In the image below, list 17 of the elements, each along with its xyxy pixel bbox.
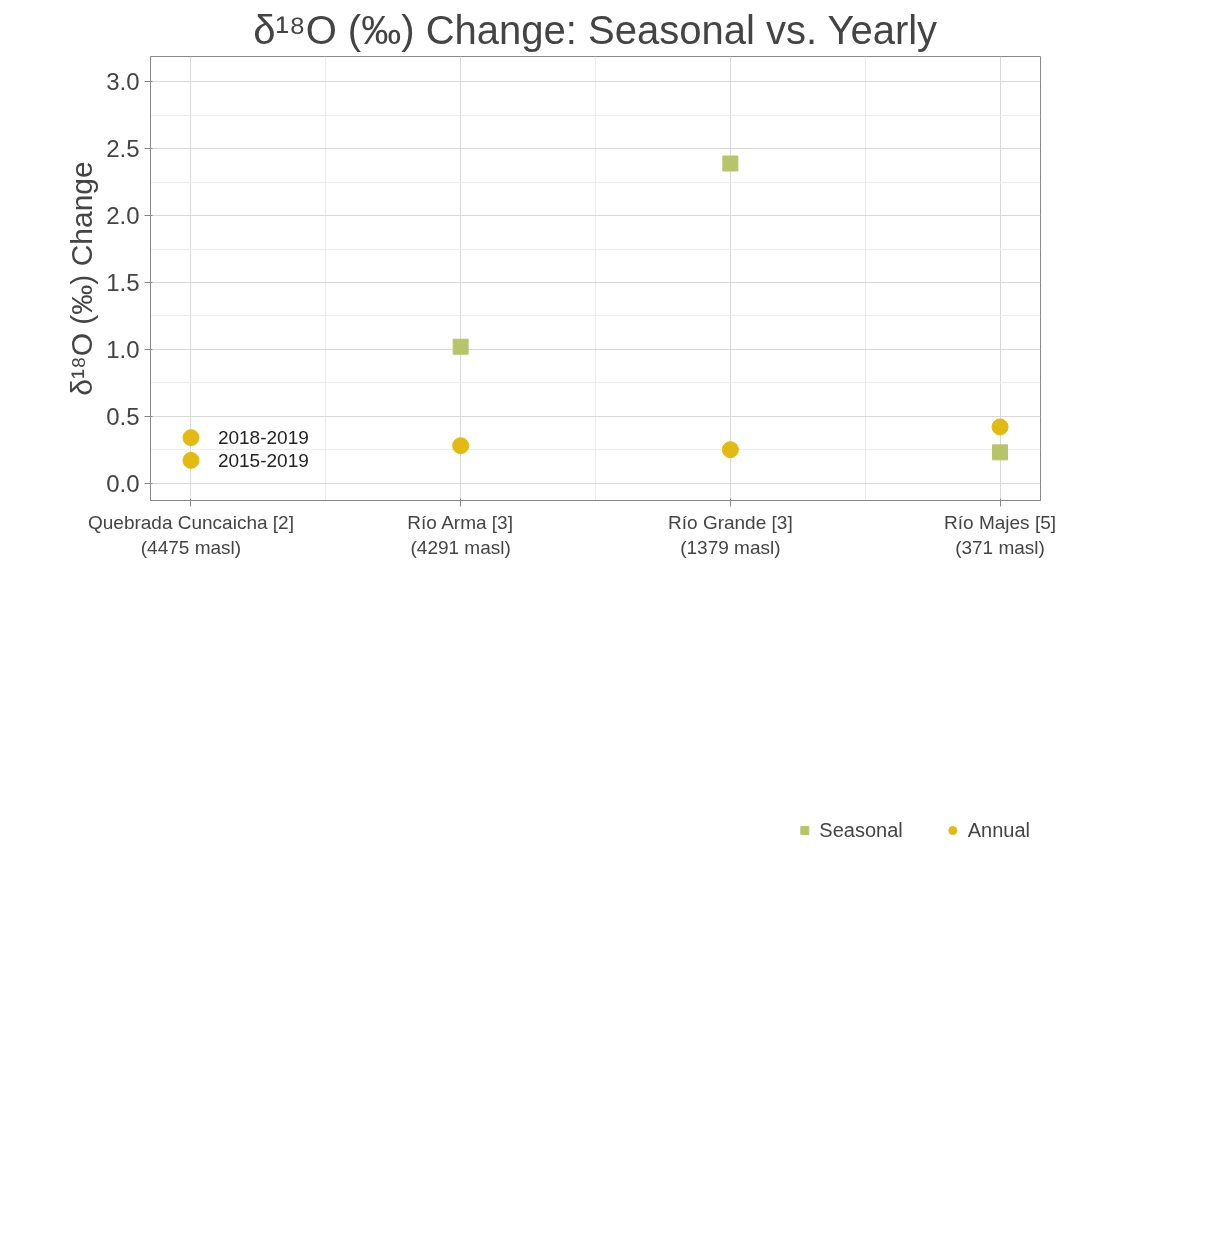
x-tick-label: Río Grande [3] (1379 masl): [668, 511, 793, 558]
y-tick-label: 3.0: [106, 68, 140, 96]
legend-label: Seasonal: [819, 818, 903, 842]
x-tick-label: Río Majes [5] (371 masl): [944, 511, 1057, 558]
y-tick-label: 2.5: [106, 135, 140, 163]
y-axis-title: δ¹⁸O (‰) Change: [65, 161, 99, 396]
y-tick-label: 0.5: [106, 402, 140, 430]
annotation: 2018-2019: [217, 427, 309, 449]
y-tick-label: 1.5: [106, 269, 140, 297]
x-tick-label: Río Arma [3] (4291 masl): [407, 511, 513, 558]
annotation: 2015-2019: [217, 449, 309, 471]
legend-label: Annual: [967, 818, 1030, 842]
chart-title: δ¹⁸O (‰) Change: Seasonal vs. Yearly: [253, 7, 938, 52]
y-tick-label: 2.0: [106, 202, 140, 230]
y-tick-label: 1.0: [106, 335, 140, 363]
x-tick-label: Quebrada Cuncaicha [2] (4475 masl): [87, 511, 294, 558]
y-tick-label: 0.0: [106, 469, 140, 497]
